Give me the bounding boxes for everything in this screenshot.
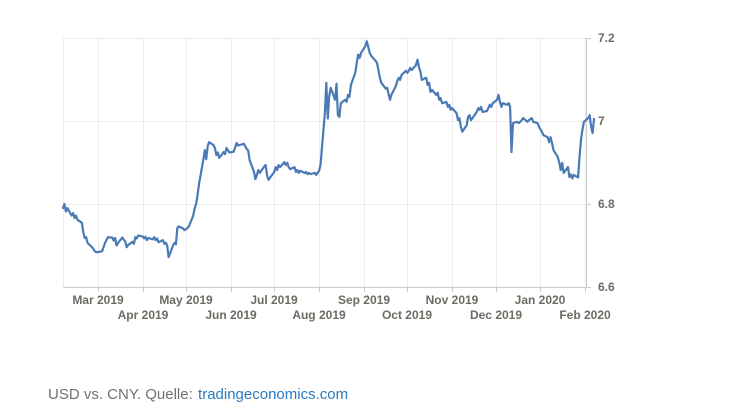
x-axis-label: Jan 2020 [515, 293, 566, 307]
usd-cny-series-line [61, 40, 596, 259]
x-axis-label: Jul 2019 [250, 293, 298, 307]
x-axis-label: Jun 2019 [205, 308, 257, 322]
x-axis-label: Sep 2019 [338, 293, 390, 307]
x-axis-label: Feb 2020 [559, 308, 611, 322]
x-axis-label: May 2019 [159, 293, 213, 307]
caption-text: USD vs. CNY. Quelle: [48, 386, 193, 403]
x-axis-label: Oct 2019 [382, 308, 432, 322]
chart-caption: USD vs. CNY. Quelle: tradingeconomics.com [48, 386, 348, 404]
x-axis-label: Nov 2019 [426, 293, 479, 307]
x-axis-label: Aug 2019 [292, 308, 346, 322]
x-axis-label: Dec 2019 [470, 308, 522, 322]
x-axis-label: Mar 2019 [72, 293, 124, 307]
x-axis-label: Apr 2019 [118, 308, 169, 322]
y-axis-label: 6.6 [598, 280, 615, 294]
y-axis-label: 7.2 [598, 31, 615, 45]
chart-area: Mar 2019 Apr 2019 May 2019 Jun 2019 Jul 2019… [61, 31, 615, 322]
source-link[interactable]: tradingeconomics.com [198, 386, 349, 403]
y-axis-label: 6.8 [598, 197, 615, 211]
y-axis-label: 7 [598, 114, 605, 128]
